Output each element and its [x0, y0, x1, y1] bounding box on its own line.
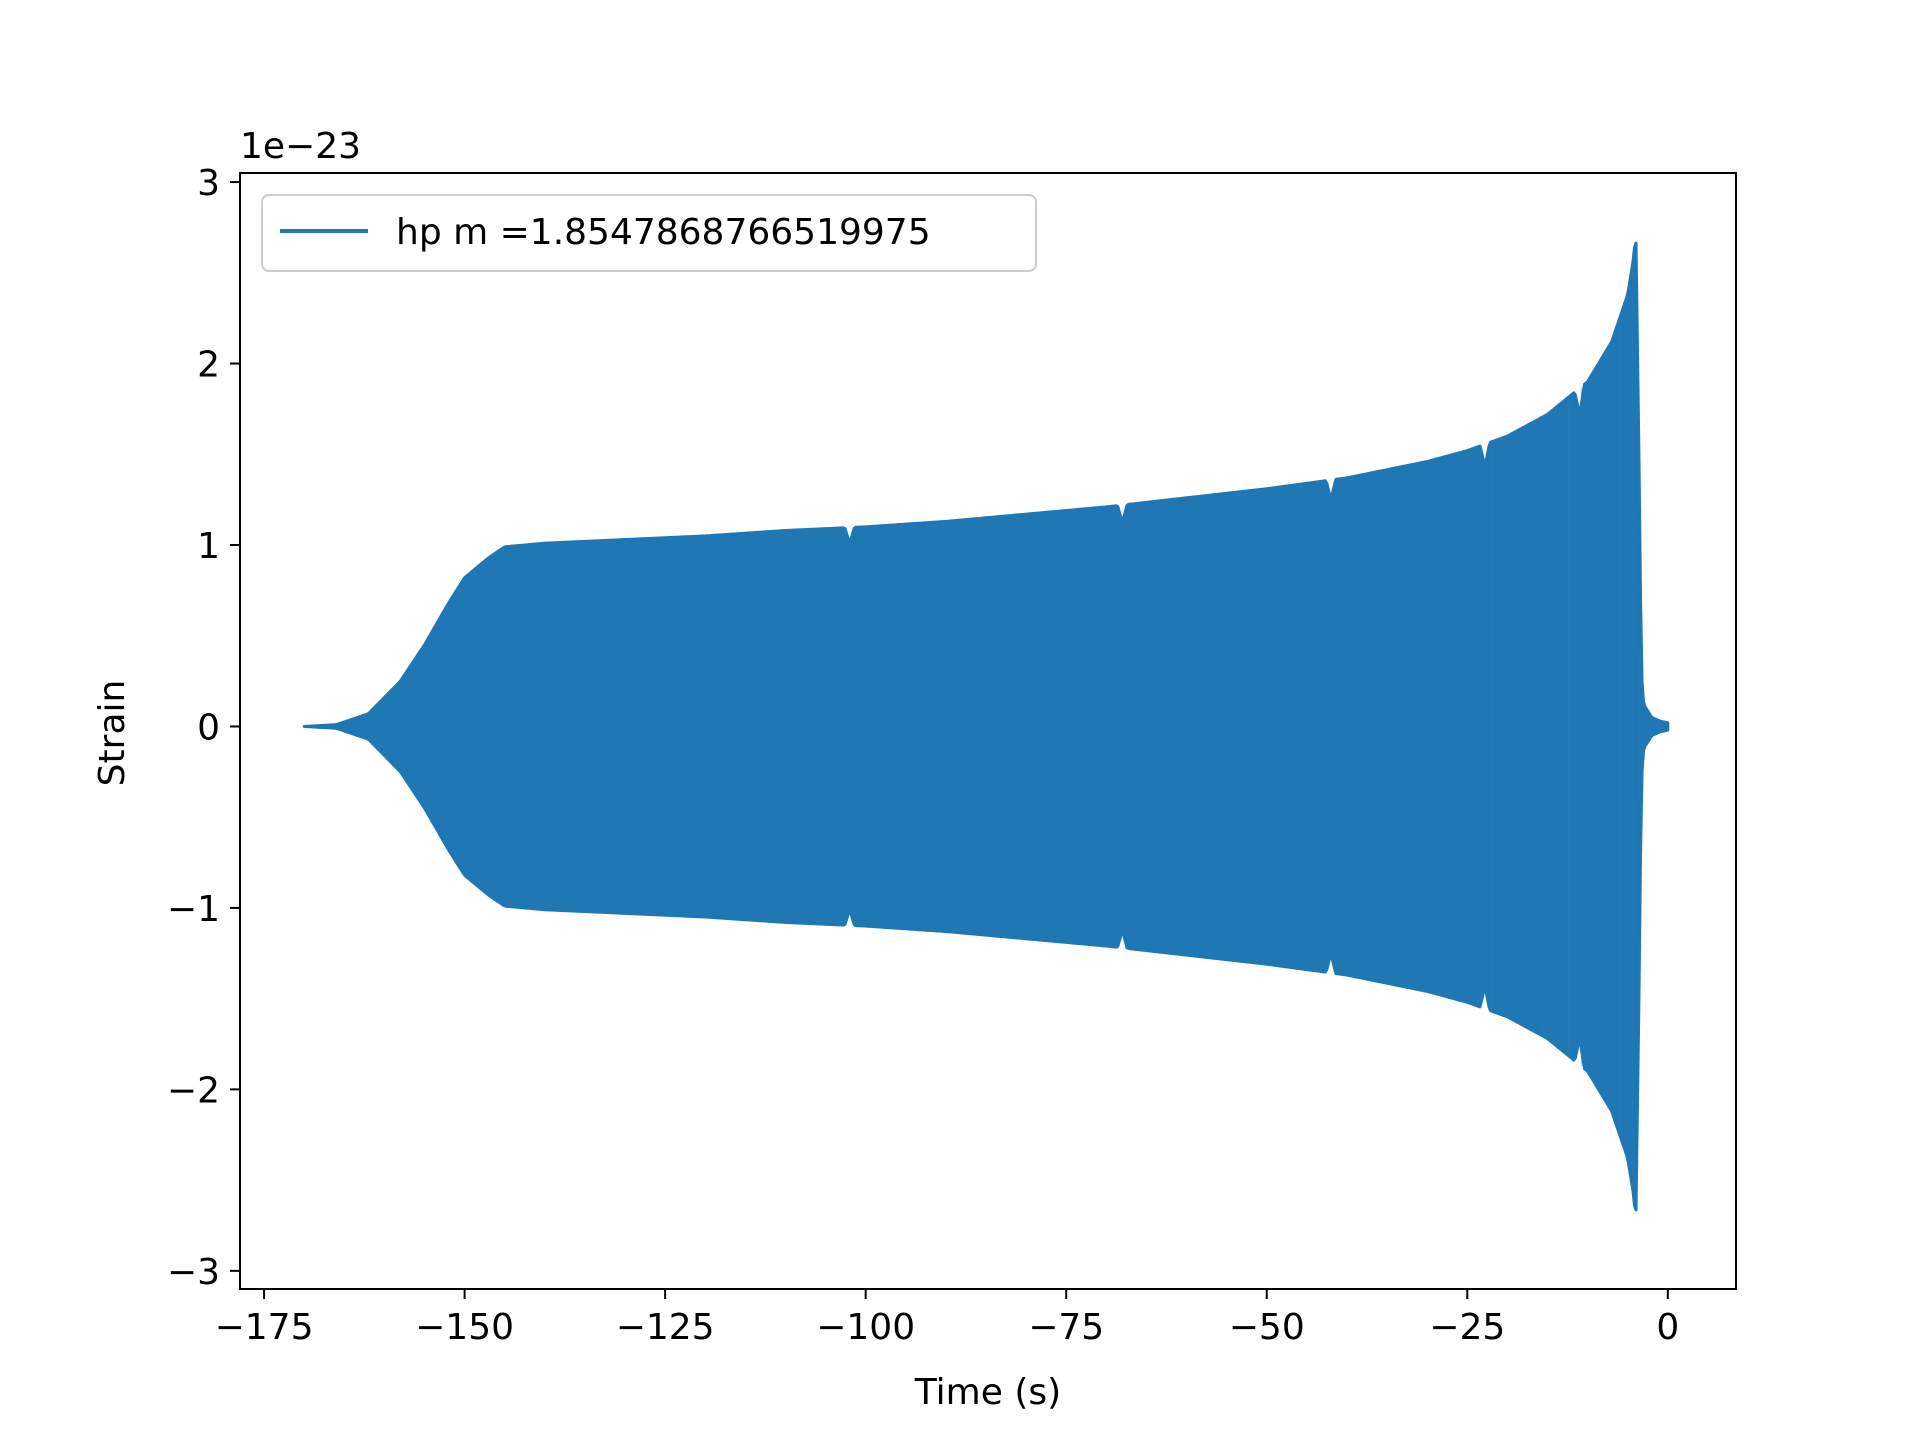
- y-tick-label: −2: [167, 1070, 220, 1111]
- series-oscillation-texture: [1426, 264, 1634, 1189]
- x-tick-label: −150: [415, 1307, 514, 1348]
- y-axis-offset-label: 1e−23: [240, 126, 361, 167]
- x-tick-label: −25: [1429, 1307, 1505, 1348]
- plot-data-layer: [302, 241, 1670, 1212]
- y-tick-label: −3: [167, 1252, 220, 1293]
- y-axis-label: Strain: [92, 680, 133, 787]
- legend: hp m =1.8547868766519975: [261, 194, 1037, 272]
- legend-box: [261, 194, 1037, 272]
- x-tick-label: −50: [1229, 1307, 1305, 1348]
- y-tick-label: −1: [167, 889, 220, 930]
- y-tick-label: 0: [197, 707, 220, 748]
- x-tick-label: −125: [616, 1307, 715, 1348]
- x-tick-label: −175: [215, 1307, 314, 1348]
- y-axis-ticks: −3 −2 −1 0 1 2 3: [167, 163, 240, 1293]
- y-tick-label: 2: [197, 345, 220, 386]
- y-tick-label: 1: [197, 526, 220, 567]
- series-waveform-envelope: [302, 241, 1670, 1212]
- axes-frame: [239, 172, 1737, 1290]
- y-tick-label: 3: [197, 163, 220, 204]
- x-axis-label: Time (s): [914, 1372, 1061, 1413]
- x-tick-label: −75: [1028, 1307, 1104, 1348]
- legend-entry-label: hp m =1.8547868766519975: [396, 212, 931, 253]
- x-tick-label: −100: [816, 1307, 915, 1348]
- x-tick-label: 0: [1656, 1307, 1679, 1348]
- x-axis-ticks: −175 −150 −125 −100 −75 −50 −25 0: [215, 1289, 1679, 1348]
